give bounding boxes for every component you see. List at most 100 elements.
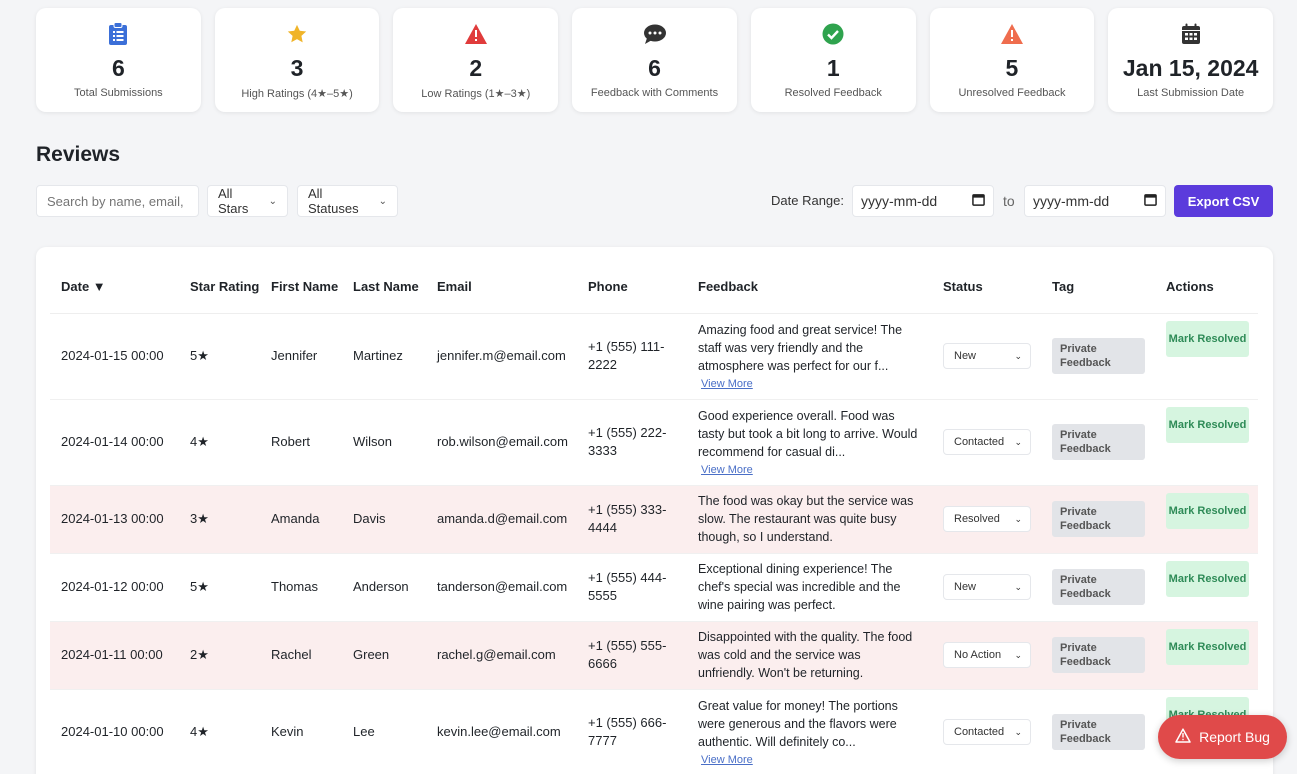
stat-label: Last Submission Date	[1137, 87, 1245, 99]
mark-resolved-button[interactable]: Mark Resolved	[1166, 492, 1249, 529]
mark-resolved-button[interactable]: Mark Resolved	[1166, 320, 1249, 357]
col-header-date[interactable]: Date ▼	[50, 261, 179, 314]
tag-badge: Private Feedback	[1052, 714, 1145, 750]
cell-feedback: Disappointed with the quality. The food …	[687, 621, 932, 690]
calendar-icon[interactable]	[972, 193, 985, 209]
col-header-email[interactable]: Email	[426, 261, 577, 314]
export-csv-button[interactable]: Export CSV	[1174, 185, 1273, 217]
cell-date: 2024-01-10 00:00	[50, 689, 179, 774]
cell-last-name: Wilson	[342, 399, 426, 486]
cell-star-rating: 2★	[179, 621, 260, 690]
date-range-label: Date Range:	[771, 193, 844, 208]
warning-icon	[1000, 22, 1024, 46]
cell-date: 2024-01-12 00:00	[50, 553, 179, 622]
feedback-text: Great value for money! The portions were…	[698, 699, 898, 749]
cell-star-rating: 3★	[179, 485, 260, 554]
col-header-phone[interactable]: Phone	[577, 261, 687, 314]
mark-resolved-button[interactable]: Mark Resolved	[1166, 628, 1249, 665]
cell-actions: Mark Resolved	[1155, 485, 1258, 554]
feedback-text: Disappointed with the quality. The food …	[698, 630, 913, 680]
status-value: Contacted	[954, 436, 1005, 448]
cell-feedback: Amazing food and great service! The staf…	[687, 313, 932, 400]
table-row: 2024-01-14 00:00 4★ Robert Wilson rob.wi…	[50, 399, 1258, 486]
status-select[interactable]: Contacted ⌄	[943, 429, 1031, 455]
report-bug-label: Report Bug	[1199, 729, 1270, 745]
stat-label: Low Ratings (1★–3★)	[421, 88, 531, 100]
calendar-icon[interactable]	[1144, 193, 1157, 209]
cell-phone: +1 (555) 444-5555	[577, 553, 687, 622]
stat-value: 6	[111, 55, 125, 81]
table-row: 2024-01-11 00:00 2★ Rachel Green rachel.…	[50, 621, 1258, 690]
mark-resolved-button[interactable]: Mark Resolved	[1166, 406, 1249, 443]
status-select[interactable]: New ⌄	[943, 343, 1031, 369]
status-filter-value: All Statuses	[308, 186, 359, 216]
col-header-feedback[interactable]: Feedback	[687, 261, 932, 314]
cell-date: 2024-01-13 00:00	[50, 485, 179, 554]
chevron-down-icon: ⌄	[1014, 514, 1022, 524]
cell-actions: Mark Resolved	[1155, 399, 1258, 486]
status-filter-select[interactable]: All Statuses ⌄	[297, 185, 398, 217]
status-select[interactable]: Resolved ⌄	[943, 506, 1031, 532]
cell-last-name: Martinez	[342, 313, 426, 400]
cell-phone: +1 (555) 222-3333	[577, 399, 687, 486]
col-header-status[interactable]: Status	[932, 261, 1041, 314]
cell-first-name: Jennifer	[260, 313, 342, 400]
cell-tag: Private Feedback	[1041, 313, 1155, 400]
cell-first-name: Robert	[260, 399, 342, 486]
cell-tag: Private Feedback	[1041, 399, 1155, 486]
date-from-placeholder: yyyy-mm-dd	[861, 193, 938, 209]
status-value: Contacted	[954, 726, 1005, 738]
report-bug-button[interactable]: Report Bug	[1158, 715, 1287, 759]
star-filter-value: All Stars	[218, 186, 249, 216]
tag-badge: Private Feedback	[1052, 569, 1145, 605]
cell-actions: Mark Resolved	[1155, 621, 1258, 690]
view-more-link[interactable]: View More	[701, 754, 753, 766]
col-header-star-rating[interactable]: Star Rating	[179, 261, 260, 314]
stat-high-ratings: 3 High Ratings (4★–5★)	[214, 8, 380, 112]
view-more-link[interactable]: View More	[701, 464, 753, 476]
star-filter-select[interactable]: All Stars ⌄	[207, 185, 288, 217]
stat-value: 2	[469, 55, 483, 81]
chevron-down-icon: ⌄	[1014, 727, 1022, 737]
mark-resolved-button[interactable]: Mark Resolved	[1166, 560, 1249, 597]
col-header-tag[interactable]: Tag	[1041, 261, 1155, 314]
date-to-placeholder: yyyy-mm-dd	[1033, 193, 1110, 209]
status-select[interactable]: No Action ⌄	[943, 642, 1031, 668]
reviews-table-card: Date ▼ Star Rating First Name Last Name …	[36, 247, 1273, 774]
calendar-icon	[1181, 22, 1201, 46]
cell-tag: Private Feedback	[1041, 689, 1155, 774]
status-value: No Action	[954, 649, 1002, 661]
cell-actions: Mark Resolved	[1155, 313, 1258, 400]
cell-feedback: Great value for money! The portions were…	[687, 689, 932, 774]
date-from-input[interactable]: yyyy-mm-dd	[852, 185, 994, 217]
cell-star-rating: 4★	[179, 399, 260, 486]
cell-last-name: Green	[342, 621, 426, 690]
cell-first-name: Rachel	[260, 621, 342, 690]
cell-phone: +1 (555) 111-2222	[577, 313, 687, 400]
tag-badge: Private Feedback	[1052, 424, 1145, 460]
cell-actions: Mark Resolved	[1155, 553, 1258, 622]
page-title: Reviews	[36, 143, 121, 166]
check-circle-icon	[822, 22, 844, 46]
phone-text: +1 (555) 222-3333	[588, 425, 667, 458]
stats-bar: 6 Total Submissions 3 High Ratings (4★–5…	[36, 8, 1274, 112]
cell-email: amanda.d@email.com	[426, 485, 577, 554]
col-header-first-name[interactable]: First Name	[260, 261, 342, 314]
cell-email: kevin.lee@email.com	[426, 689, 577, 774]
chevron-down-icon: ⌄	[1014, 650, 1022, 660]
cell-date: 2024-01-14 00:00	[50, 399, 179, 486]
date-to-input[interactable]: yyyy-mm-dd	[1024, 185, 1166, 217]
search-input[interactable]	[36, 185, 199, 217]
phone-text: +1 (555) 333-4444	[588, 502, 667, 535]
tag-badge: Private Feedback	[1052, 338, 1145, 374]
star-icon	[286, 22, 308, 46]
table-row: 2024-01-12 00:00 5★ Thomas Anderson tand…	[50, 553, 1258, 622]
stat-value: 1	[826, 55, 840, 81]
cell-status: New ⌄	[932, 553, 1041, 622]
to-label: to	[1003, 193, 1015, 209]
status-select[interactable]: New ⌄	[943, 574, 1031, 600]
view-more-link[interactable]: View More	[701, 378, 753, 390]
status-select[interactable]: Contacted ⌄	[943, 719, 1031, 745]
table-row: 2024-01-15 00:00 5★ Jennifer Martinez je…	[50, 313, 1258, 400]
col-header-last-name[interactable]: Last Name	[342, 261, 426, 314]
